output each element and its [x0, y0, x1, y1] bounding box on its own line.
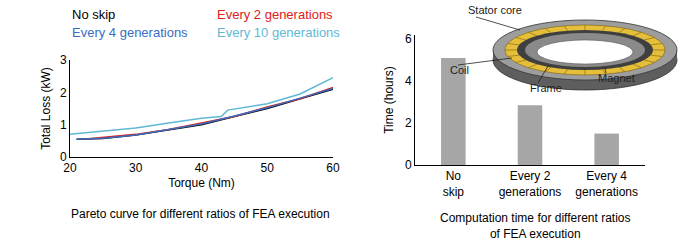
svg-text:Every 2generations: Every 2generations: [499, 169, 562, 199]
svg-text:3: 3: [60, 53, 67, 67]
svg-text:Computation time for different: Computation time for different ratiosof …: [440, 211, 631, 241]
svg-text:2: 2: [405, 116, 412, 130]
svg-text:1: 1: [60, 118, 67, 132]
svg-text:40: 40: [195, 161, 209, 175]
svg-text:Every 4generations: Every 4generations: [575, 169, 638, 199]
svg-text:20: 20: [63, 161, 77, 175]
svg-text:Pareto curve for different rat: Pareto curve for different ratios of FEA…: [71, 207, 330, 221]
svg-text:4: 4: [405, 74, 412, 88]
svg-text:Coil: Coil: [450, 64, 469, 76]
svg-text:0: 0: [405, 158, 412, 172]
svg-text:30: 30: [129, 161, 143, 175]
svg-text:Magnet: Magnet: [598, 72, 635, 84]
svg-text:Every 4 generations: Every 4 generations: [72, 25, 188, 40]
svg-text:0: 0: [60, 150, 67, 164]
svg-text:Noskip: Noskip: [443, 169, 465, 199]
svg-text:Time (hours): Time (hours): [382, 66, 396, 134]
svg-text:No skip: No skip: [72, 7, 115, 22]
svg-text:Every 10 generations: Every 10 generations: [217, 25, 340, 40]
svg-text:50: 50: [261, 161, 275, 175]
svg-text:6: 6: [405, 32, 412, 46]
svg-text:Torque (Nm): Torque (Nm): [168, 176, 235, 190]
svg-text:Stator core: Stator core: [468, 4, 522, 16]
svg-text:60: 60: [326, 161, 340, 175]
svg-text:Total Loss (kW): Total Loss (kW): [39, 67, 53, 150]
svg-text:Every 2 generations: Every 2 generations: [217, 7, 333, 22]
svg-text:Frame: Frame: [530, 82, 562, 94]
svg-text:2: 2: [60, 86, 67, 100]
